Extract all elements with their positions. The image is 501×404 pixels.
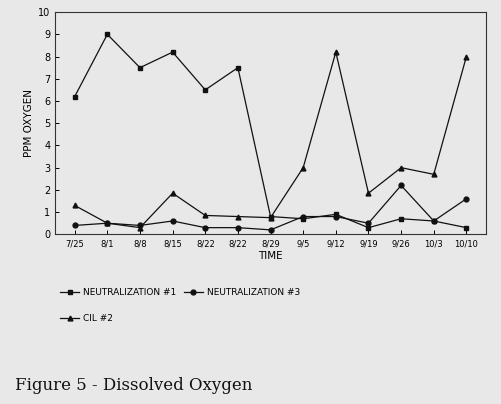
CIL #2 — [202, 213, 208, 218]
NEUTRALIZATION #1 — [431, 219, 437, 223]
CIL #2 — [431, 172, 437, 177]
CIL #2 — [170, 191, 176, 196]
Line: NEUTRALIZATION #1: NEUTRALIZATION #1 — [72, 32, 469, 230]
NEUTRALIZATION #3 — [431, 219, 437, 223]
NEUTRALIZATION #1 — [300, 217, 306, 221]
Text: Figure 5 - Dissolved Oxygen: Figure 5 - Dissolved Oxygen — [15, 377, 253, 394]
NEUTRALIZATION #3 — [137, 223, 143, 228]
NEUTRALIZATION #1 — [365, 225, 371, 230]
NEUTRALIZATION #1 — [72, 94, 78, 99]
NEUTRALIZATION #3 — [170, 219, 176, 223]
CIL #2 — [365, 191, 371, 196]
NEUTRALIZATION #1 — [333, 212, 339, 217]
CIL #2 — [268, 215, 274, 220]
NEUTRALIZATION #3 — [268, 227, 274, 232]
Legend: CIL #2: CIL #2 — [60, 314, 113, 323]
NEUTRALIZATION #3 — [463, 196, 469, 201]
NEUTRALIZATION #3 — [72, 223, 78, 228]
NEUTRALIZATION #1 — [463, 225, 469, 230]
NEUTRALIZATION #3 — [235, 225, 241, 230]
NEUTRALIZATION #3 — [398, 183, 404, 188]
CIL #2 — [333, 50, 339, 55]
CIL #2 — [300, 165, 306, 170]
NEUTRALIZATION #1 — [104, 32, 110, 37]
NEUTRALIZATION #1 — [235, 65, 241, 70]
CIL #2 — [235, 214, 241, 219]
Line: NEUTRALIZATION #3: NEUTRALIZATION #3 — [72, 183, 469, 232]
NEUTRALIZATION #1 — [137, 65, 143, 70]
CIL #2 — [463, 54, 469, 59]
NEUTRALIZATION #3 — [202, 225, 208, 230]
NEUTRALIZATION #1 — [202, 87, 208, 92]
NEUTRALIZATION #3 — [365, 221, 371, 225]
CIL #2 — [137, 225, 143, 230]
CIL #2 — [398, 165, 404, 170]
CIL #2 — [104, 221, 110, 225]
NEUTRALIZATION #1 — [170, 50, 176, 55]
NEUTRALIZATION #1 — [398, 217, 404, 221]
NEUTRALIZATION #1 — [268, 214, 274, 219]
Line: CIL #2: CIL #2 — [72, 50, 469, 230]
CIL #2 — [72, 203, 78, 208]
NEUTRALIZATION #3 — [300, 214, 306, 219]
NEUTRALIZATION #3 — [333, 214, 339, 219]
X-axis label: TIME: TIME — [258, 251, 283, 261]
Y-axis label: PPM OXYGEN: PPM OXYGEN — [24, 89, 34, 157]
NEUTRALIZATION #3 — [104, 221, 110, 225]
